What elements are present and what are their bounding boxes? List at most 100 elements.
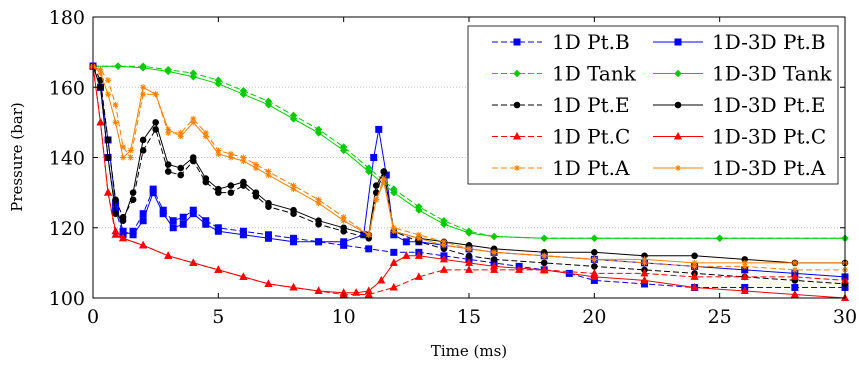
data-point <box>129 231 137 239</box>
y-tick-label: 100 <box>49 288 85 310</box>
data-point <box>97 66 104 73</box>
data-point <box>152 91 159 98</box>
data-point <box>591 263 598 270</box>
data-point <box>541 252 548 259</box>
y-tick-label: 180 <box>49 7 85 29</box>
data-point <box>159 210 167 218</box>
legend-item: 1D-3D Pt.A <box>653 156 826 180</box>
data-point <box>464 258 474 266</box>
x-tick-label: 15 <box>457 306 481 328</box>
data-point <box>202 129 209 136</box>
data-point <box>239 272 248 280</box>
data-point <box>252 189 260 196</box>
data-point <box>112 210 119 217</box>
series-line <box>92 66 845 288</box>
data-point <box>189 73 197 81</box>
data-point <box>440 220 448 228</box>
data-point <box>640 275 649 284</box>
data-point <box>179 220 187 228</box>
data-point <box>715 234 724 242</box>
data-point <box>111 230 120 238</box>
data-point <box>390 188 398 197</box>
data-point <box>215 150 222 157</box>
data-point <box>540 265 549 273</box>
x-tick-label: 5 <box>212 306 224 328</box>
data-point <box>340 238 348 246</box>
data-point <box>177 171 185 179</box>
legend-label: 1D-3D Pt.C <box>712 125 826 149</box>
data-point <box>265 168 272 175</box>
y-tick-label: 160 <box>49 77 85 99</box>
data-point <box>513 101 521 109</box>
data-point <box>540 234 548 242</box>
data-point <box>591 256 598 263</box>
data-point <box>673 131 683 140</box>
x-tick-label: 30 <box>833 306 857 328</box>
data-point <box>127 147 134 154</box>
data-point <box>227 182 235 189</box>
data-point <box>190 119 197 126</box>
data-point <box>240 158 247 165</box>
data-point <box>202 133 209 140</box>
data-point <box>415 206 423 214</box>
data-point <box>390 248 398 256</box>
legend-item: 1D-3D Tank <box>653 62 833 86</box>
data-point <box>164 67 172 76</box>
data-point <box>590 234 599 242</box>
data-point <box>152 119 159 126</box>
data-point <box>290 186 297 193</box>
data-point <box>164 251 173 259</box>
data-point <box>315 217 322 225</box>
data-point <box>96 117 105 126</box>
y-tick-label: 140 <box>49 148 85 170</box>
data-point <box>97 70 104 77</box>
data-point <box>289 115 298 123</box>
data-point <box>490 232 498 241</box>
legend-label: 1D-3D Pt.E <box>712 93 825 117</box>
data-point <box>741 263 748 270</box>
data-point <box>104 188 113 196</box>
data-point <box>375 125 383 133</box>
data-point <box>120 154 127 161</box>
data-point <box>439 265 448 273</box>
legend-item: 1D Pt.B <box>492 30 630 54</box>
data-point <box>169 224 177 232</box>
data-point <box>380 179 387 186</box>
data-point <box>414 251 423 259</box>
data-point <box>215 147 222 154</box>
data-point <box>373 196 380 203</box>
data-point <box>214 80 223 88</box>
data-point <box>465 229 473 237</box>
data-point <box>165 129 172 136</box>
data-point <box>390 224 397 231</box>
data-point <box>139 217 147 225</box>
data-point <box>189 210 197 218</box>
legend-label: 1D Pt.C <box>552 125 630 149</box>
data-point <box>189 258 198 266</box>
data-point <box>440 238 447 245</box>
data-point <box>591 249 598 256</box>
data-point <box>439 254 448 263</box>
data-point <box>239 231 247 239</box>
data-point <box>165 126 172 133</box>
data-point <box>264 101 273 109</box>
data-point <box>641 259 648 266</box>
data-point <box>464 265 474 273</box>
data-point <box>140 91 147 98</box>
legend: 1D Pt.B 1D-3D Pt.B 1D Tank 1D-3D Tank 1D Pt.… <box>467 25 839 185</box>
data-point <box>513 69 521 78</box>
legend-label: 1D Pt.E <box>552 93 630 117</box>
data-point <box>352 288 361 296</box>
data-point <box>791 283 799 291</box>
data-point <box>491 249 498 256</box>
data-point <box>365 231 372 238</box>
data-point <box>466 245 472 252</box>
x-tick-label: 0 <box>87 306 99 328</box>
data-point <box>105 77 112 84</box>
data-point <box>315 196 322 203</box>
data-point <box>190 115 197 122</box>
data-point <box>119 217 127 225</box>
data-point <box>169 217 177 225</box>
data-point <box>690 272 699 280</box>
data-point <box>691 259 698 266</box>
